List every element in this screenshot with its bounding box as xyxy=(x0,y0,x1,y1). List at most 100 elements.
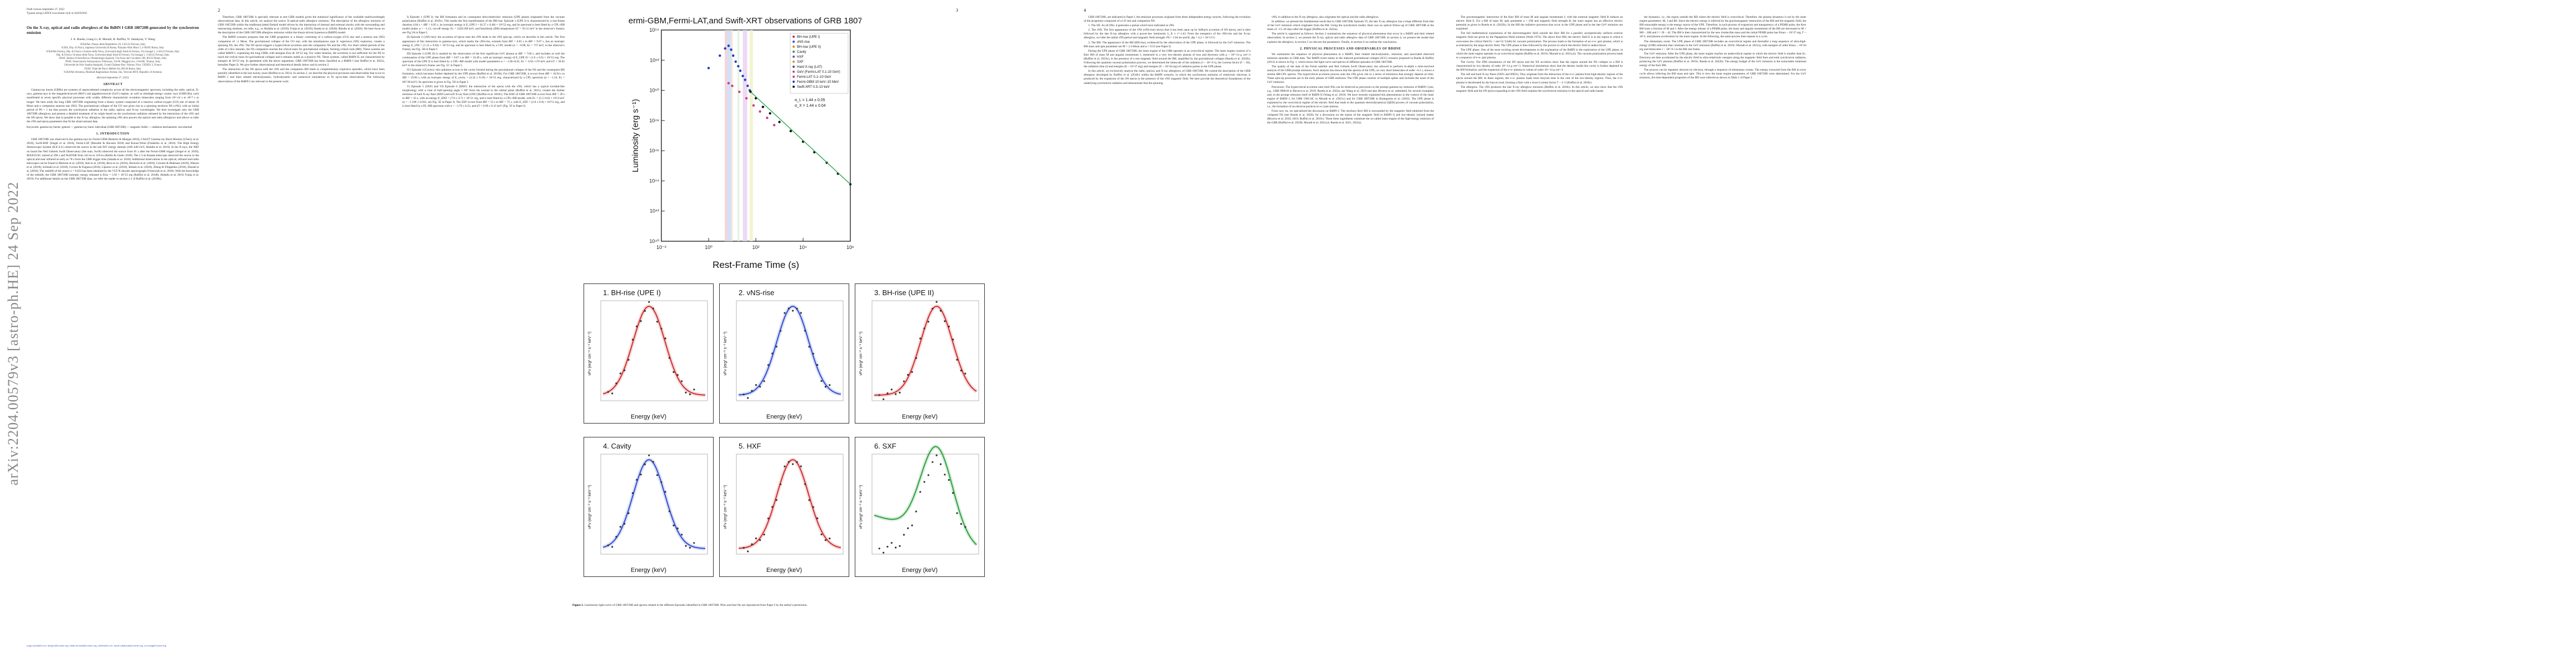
x-axis-label: Rest-Frame Time (s) xyxy=(712,260,799,270)
data-point xyxy=(745,97,748,99)
data-point xyxy=(791,463,794,465)
paragraph: The full mathematical expressions of the… xyxy=(1456,32,1623,47)
panel-label: 1. BH-rise (UPE I) xyxy=(603,288,661,297)
paragraph: 3. The BH. The appearance of the BH (BH-… xyxy=(1084,41,1250,48)
data-point xyxy=(960,370,962,372)
email-footnote[interactable]: jorge.rueda@icra.it, liang.li@icranet.or… xyxy=(27,644,167,647)
data-point xyxy=(915,357,917,359)
data-point xyxy=(763,380,765,382)
data-point xyxy=(652,307,654,310)
spectral-panels: 1. BH-rise (UPE I) Energy (keV) νFν (erg² … xyxy=(584,283,995,595)
legend-swatch xyxy=(793,71,795,73)
data-point xyxy=(899,545,901,547)
y-tick-label: 10⁴⁸ xyxy=(649,118,659,123)
y-axis-label: νFν (erg² cm⁻² s⁻¹ keV⁻¹) xyxy=(859,485,863,529)
episode-band xyxy=(743,30,748,241)
affiliation-4: Dip. di Fisica e Scienze della Terra, Un… xyxy=(56,53,170,57)
paragraph: The afterglow. The νNS produces the late… xyxy=(1456,85,1623,93)
page-5: The gravitomagnetic interaction of the K… xyxy=(1456,8,1623,659)
data-point xyxy=(743,394,745,396)
page-number: 2 xyxy=(218,8,220,13)
data-point xyxy=(883,551,885,554)
data-point xyxy=(724,47,726,50)
data-point xyxy=(789,130,792,133)
data-point xyxy=(956,512,958,514)
spectrum-panel: 3. BH-rise (UPE II) Energy (keV) νFν (erg²… xyxy=(855,283,985,424)
x-tick-label: 10⁶ xyxy=(846,245,854,250)
data-point xyxy=(707,67,710,69)
y-axis-label: νFν (erg² cm⁻² s⁻¹ keV⁻¹) xyxy=(859,331,863,375)
paragraph: I) Episode 1 (UPE I): the BH formation a… xyxy=(402,16,565,35)
data-point xyxy=(752,104,755,107)
y-tick-label: 10⁴⁰ xyxy=(650,238,660,244)
data-point xyxy=(931,307,934,310)
data-point xyxy=(693,542,695,544)
x-tick-label: 10⁰ xyxy=(705,245,712,250)
data-point xyxy=(751,543,753,545)
plot-axes xyxy=(600,300,708,401)
data-point xyxy=(952,339,954,341)
data-point xyxy=(883,398,885,400)
panel-label: 4. Cavity xyxy=(603,442,631,450)
chart-title: Fermi-GBM,Fermi-LAT,and Swift-XRT observ… xyxy=(628,16,861,26)
data-point xyxy=(619,372,621,375)
page-1: Draft version September 27, 2022 Typeset… xyxy=(27,8,199,659)
data-point xyxy=(737,64,740,68)
page5-column: The gravitomagnetic interaction of the K… xyxy=(1456,16,1623,655)
data-point xyxy=(927,474,930,476)
y-tick-label: 10⁵² xyxy=(650,57,659,63)
data-point xyxy=(903,380,905,382)
plot-axes xyxy=(736,454,844,555)
y-tick-label: 10⁵⁴ xyxy=(649,27,659,33)
paragraph: We summarize the sequence of physical ph… xyxy=(1267,52,1434,64)
data-point xyxy=(689,546,691,549)
data-point xyxy=(689,393,691,395)
spectrum-plot: Energy (keV) νFν (erg² cm⁻² s⁻¹ keV⁻¹) xyxy=(724,300,844,420)
fit-band xyxy=(602,304,706,397)
data-point xyxy=(899,391,901,394)
affiliation-3: ICRANet-Ferrara, Dip. di Fisica e Scienz… xyxy=(46,50,180,53)
legend-entry: Cavity xyxy=(797,51,806,54)
data-point xyxy=(648,301,650,303)
data-point xyxy=(746,84,749,87)
data-point xyxy=(676,527,679,530)
data-point xyxy=(788,461,790,463)
data-point xyxy=(771,352,774,355)
legend-swatch xyxy=(793,86,795,88)
y-tick-label: 10⁴⁶ xyxy=(649,148,659,153)
data-point xyxy=(804,483,806,485)
spectrum-plot: Energy (keV) νFν (erg² cm⁻² s⁻¹ keV⁻¹) xyxy=(859,300,979,420)
data-point xyxy=(907,374,909,376)
paragraph: Therefore, GRB 180720B is specially rele… xyxy=(218,16,385,35)
affiliation-1: ICRANet, Piazza della Repubblica 10, I-6… xyxy=(80,43,146,47)
panel-label: 6. SXF xyxy=(874,442,896,450)
panel-label: 3. BH-rise (UPE II) xyxy=(874,288,934,297)
plot-axes xyxy=(871,454,979,555)
legend-swatch xyxy=(793,56,795,58)
data-point xyxy=(808,346,810,348)
data-point xyxy=(911,371,913,373)
legend-swatch xyxy=(793,66,795,68)
paragraph: II) Episode 2 (νNS-rise): the accretion … xyxy=(402,36,565,51)
data-point xyxy=(693,389,695,391)
fit-curve xyxy=(874,446,977,545)
data-point xyxy=(816,517,819,520)
legend-entry: Fermi-GBM 10 keV–10 MeV xyxy=(797,81,839,84)
data-point xyxy=(607,391,609,393)
data-point xyxy=(669,357,671,359)
data-point xyxy=(808,499,810,501)
x-axis-label: Energy (keV) xyxy=(631,567,666,574)
data-point xyxy=(824,539,826,541)
paragraph: The soft and hard X-ray flares (SXFs and… xyxy=(1456,73,1623,84)
x-axis-label: Energy (keV) xyxy=(902,414,938,420)
data-point xyxy=(890,542,893,544)
data-point xyxy=(769,112,771,115)
episode-band xyxy=(731,30,733,241)
data-point xyxy=(944,474,946,476)
panel-label: 2. νNS-rise xyxy=(739,288,775,297)
legend-entry: Swift-XRT 0.3–10 keV xyxy=(797,86,830,89)
episode-band xyxy=(738,30,740,241)
data-point xyxy=(747,397,749,399)
paragraph: The gravitomagnetic interaction of the K… xyxy=(1456,16,1623,31)
fit-line xyxy=(750,91,851,185)
